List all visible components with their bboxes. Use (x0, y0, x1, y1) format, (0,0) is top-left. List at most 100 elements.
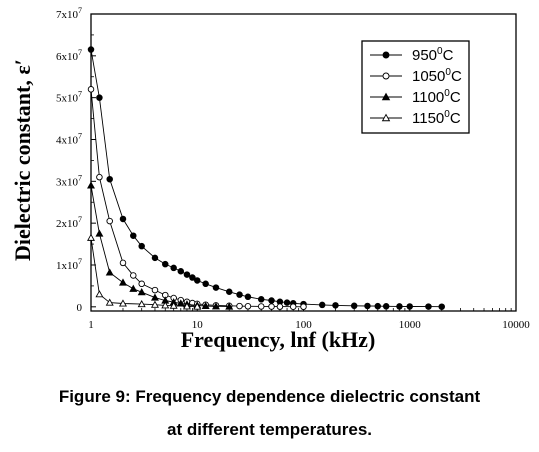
data-point (118, 299, 127, 307)
x-tick-label: 100 (295, 319, 312, 331)
data-point (138, 280, 145, 288)
data-point (406, 303, 414, 310)
series-group (87, 46, 445, 311)
data-point (300, 303, 307, 311)
data-point (95, 290, 104, 298)
legend-label: 9500C (412, 46, 454, 64)
data-point (364, 302, 371, 310)
data-point (96, 94, 103, 101)
series-1100 (87, 181, 234, 310)
data-point (87, 46, 95, 53)
x-axis-label: Frequency, lnf (kHz) (181, 327, 376, 352)
data-point (189, 274, 196, 281)
data-point (193, 302, 202, 310)
data-point (151, 254, 159, 262)
x-tick-label: 1000 (399, 319, 422, 331)
data-point (257, 296, 265, 303)
data-point (87, 181, 95, 189)
data-point (268, 297, 275, 304)
data-point (137, 299, 146, 308)
data-point (177, 268, 185, 275)
legend-marker (381, 113, 391, 122)
data-point (225, 302, 234, 310)
y-tick-label: 0 (77, 302, 83, 314)
data-point (129, 284, 138, 292)
series-line (90, 89, 304, 308)
data-point (318, 301, 326, 309)
data-point (396, 303, 403, 310)
data-point (95, 229, 104, 237)
data-point (169, 301, 178, 309)
legend-marker (382, 72, 390, 80)
series-line (90, 49, 442, 308)
y-tick-label: 5x107 (56, 90, 82, 105)
data-point (150, 293, 159, 301)
legend-marker (382, 51, 390, 59)
data-point (151, 286, 159, 294)
data-point (96, 173, 103, 181)
data-point (162, 260, 169, 268)
data-point (170, 264, 177, 272)
data-point (161, 301, 170, 309)
data-point (236, 291, 243, 298)
data-point (201, 301, 210, 310)
legend-marker (381, 92, 391, 101)
data-point (87, 86, 95, 93)
legend: 9500C 10500C 11000C 11500C (361, 40, 470, 134)
data-point (87, 233, 95, 241)
legend-label: 11500C (412, 109, 461, 127)
data-point (105, 298, 114, 306)
y-tick-label: 6x107 (56, 48, 82, 63)
data-point (193, 277, 201, 284)
series-line (90, 185, 230, 308)
data-point (244, 303, 252, 310)
data-point (106, 175, 113, 183)
dielectric-chart: Dielectric constant, ε′ Frequency, lnf (… (10, 6, 530, 352)
data-point (283, 299, 291, 306)
data-point (138, 242, 145, 250)
data-point (211, 302, 220, 310)
data-point (105, 268, 114, 276)
y-axis-label: Dielectric constant, ε′ (10, 59, 35, 261)
data-point (225, 288, 233, 296)
data-point (212, 284, 220, 291)
data-point (106, 217, 113, 225)
data-point (268, 303, 275, 310)
y-tick-label: 2x107 (56, 215, 82, 230)
data-point (438, 303, 445, 310)
data-point (257, 303, 265, 310)
figure-caption-line2: at different temperatures. (167, 420, 372, 439)
series-1150 (87, 233, 202, 310)
figure-caption-line1: Figure 9: Frequency dependence dielectri… (58, 387, 481, 406)
series-line (90, 237, 198, 308)
y-tick-label: 3x107 (56, 173, 82, 188)
data-point (244, 293, 252, 301)
legend-label: 10500C (412, 67, 462, 85)
y-tick-label: 4x107 (56, 131, 82, 146)
y-tick-label: 1x107 (56, 257, 82, 272)
x-tick-label: 10 (192, 319, 204, 331)
data-point (150, 300, 159, 308)
data-point (382, 303, 390, 310)
data-point (182, 302, 191, 310)
x-tick-label: 1 (88, 319, 94, 331)
data-point (276, 303, 284, 310)
data-point (119, 215, 127, 223)
data-point (332, 302, 339, 309)
data-point (130, 272, 137, 279)
data-point (130, 232, 137, 239)
data-point (137, 288, 146, 296)
y-tick-label: 7x107 (56, 6, 82, 21)
data-point (118, 278, 127, 286)
data-point (425, 303, 432, 310)
series-1050 (87, 86, 307, 311)
data-point (374, 302, 382, 310)
x-tick-label: 10000 (502, 319, 530, 331)
data-point (350, 302, 358, 310)
data-point (236, 302, 243, 310)
data-point (119, 259, 127, 267)
data-point (202, 280, 209, 288)
legend-label: 11000C (412, 88, 461, 106)
data-point (289, 303, 297, 310)
data-point (183, 271, 191, 278)
